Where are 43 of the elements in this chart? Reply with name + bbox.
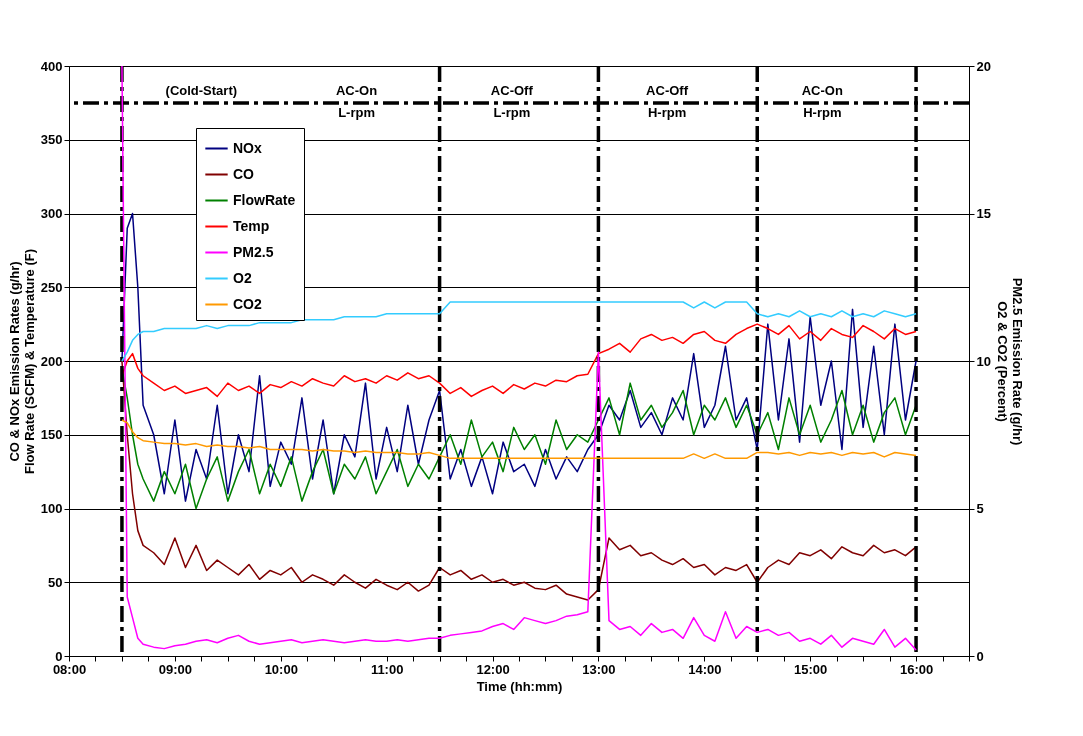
x-tick-label: 16:00 bbox=[899, 661, 934, 677]
legend-label: CO bbox=[233, 165, 255, 182]
y-tick-label: 200 bbox=[40, 353, 63, 369]
x-tick-label: 12:00 bbox=[476, 661, 510, 677]
annotation: AC-Off L-rpm bbox=[490, 83, 534, 121]
y2-tick-label: 15 bbox=[976, 206, 991, 221]
annotation: AC-On L-rpm bbox=[335, 83, 378, 121]
legend-label: PM2.5 bbox=[233, 243, 274, 260]
x-tick-label: 10:00 bbox=[264, 661, 298, 677]
y2-tick-label: 5 bbox=[976, 501, 984, 516]
annotation: AC-On H-rpm bbox=[801, 83, 843, 121]
legend-label: Temp bbox=[233, 217, 270, 234]
x-tick-label: 09:00 bbox=[158, 661, 193, 677]
x-tick-label: 08:00 bbox=[52, 661, 87, 677]
line-series bbox=[121, 419, 917, 460]
y-tick-label: 300 bbox=[40, 206, 63, 221]
y-tick-label: 50 bbox=[48, 574, 63, 590]
legend-label: FlowRate bbox=[233, 191, 296, 208]
y-tick-label: 0 bbox=[55, 648, 63, 664]
annotation: (Cold-Start) bbox=[165, 83, 238, 99]
legend-label: NOx bbox=[233, 139, 262, 156]
y-tick-label: 100 bbox=[40, 501, 63, 516]
y-tick-label: 250 bbox=[40, 279, 63, 295]
y-tick-label: 400 bbox=[40, 58, 63, 74]
y-axis-title: CO & NOx Emission Rates (g/hr) Flow Rate (SCFM) & Temperature (F) bbox=[6, 248, 37, 475]
y-tick-label: 350 bbox=[40, 132, 63, 148]
y2-tick-label: 20 bbox=[976, 58, 991, 74]
x-axis-title: Time (hh:mm) bbox=[476, 678, 563, 694]
legend-label: CO2 bbox=[233, 295, 262, 312]
y2-axis-title: PM2.5 Emission Rate (g/hr) O2 & CO2 (Percent) bbox=[994, 277, 1025, 446]
y-tick-label: 150 bbox=[40, 427, 63, 443]
x-tick-label: 14:00 bbox=[688, 661, 722, 677]
x-tick-label: 11:00 bbox=[370, 661, 404, 677]
legend-label: O2 bbox=[233, 269, 252, 286]
line-series bbox=[121, 360, 917, 601]
annotation: AC-Off H-rpm bbox=[646, 83, 689, 121]
line-series bbox=[121, 301, 917, 362]
line-series bbox=[121, 65, 917, 651]
y2-tick-label: 10 bbox=[976, 353, 991, 369]
y2-tick-label: 0 bbox=[976, 648, 984, 664]
x-tick-label: 13:00 bbox=[582, 661, 616, 677]
line-series bbox=[121, 212, 917, 502]
x-tick-label: 15:00 bbox=[794, 661, 828, 677]
